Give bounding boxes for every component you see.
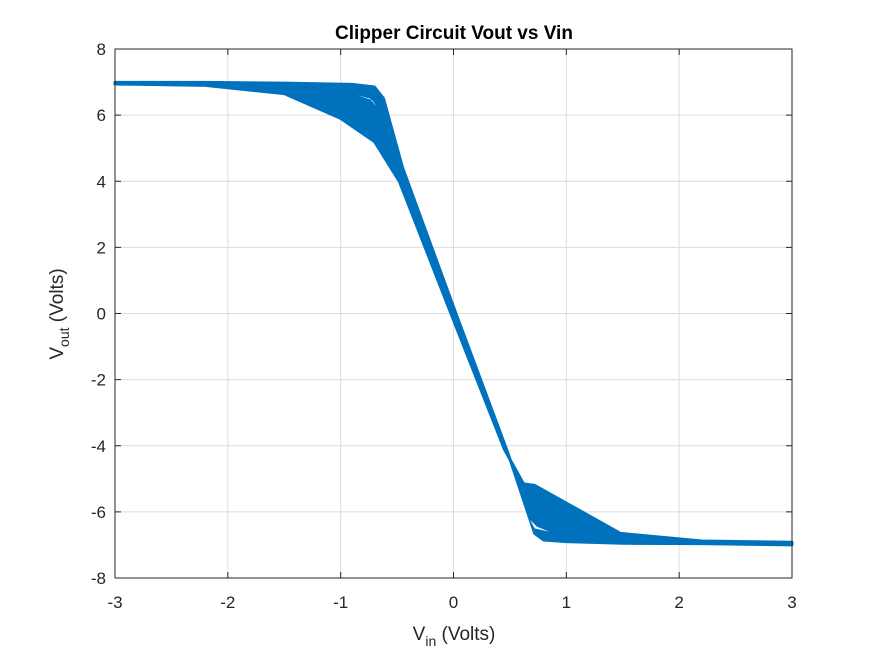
axes	[114, 48, 793, 579]
x-tick-label: 3	[787, 593, 796, 612]
y-tick-label: 4	[97, 172, 106, 191]
x-tick-label: 1	[562, 593, 571, 612]
y-tick-label: 8	[97, 40, 106, 59]
chart-title: Clipper Circuit Vout vs Vin	[335, 23, 573, 44]
y-tick-label: 6	[97, 106, 106, 125]
x-tick-labels: -3 -2 -1 0 1 2 3	[107, 593, 796, 612]
x-axis-label-units: (Volts)	[436, 624, 495, 645]
x-tick-label: -3	[107, 593, 122, 612]
y-tick-label: -2	[91, 371, 106, 390]
x-tick-label: 0	[449, 593, 458, 612]
x-tick-label: -1	[333, 593, 348, 612]
x-axis-label: Vin (Volts)	[413, 624, 496, 649]
y-tick-label: -8	[91, 569, 106, 588]
y-axis-label-subscript: out	[56, 327, 72, 347]
x-axis-label-subscript: in	[425, 633, 436, 649]
y-axis-label: Vout (Volts)	[47, 268, 72, 359]
x-axis-label-main: V	[413, 624, 426, 645]
x-tick-label: 2	[674, 593, 683, 612]
x-tick-label: -2	[220, 593, 235, 612]
series-gap	[530, 520, 550, 532]
y-axis-label-units: (Volts)	[47, 268, 68, 327]
y-axis-label-main: V	[47, 347, 68, 360]
y-tick-label: 0	[97, 305, 106, 324]
y-tick-label: -4	[91, 437, 106, 456]
y-tick-label: 2	[97, 238, 106, 257]
y-tick-labels: -8 -6 -4 -2 0 2 4 6 8	[91, 40, 106, 588]
y-tick-label: -6	[91, 503, 106, 522]
